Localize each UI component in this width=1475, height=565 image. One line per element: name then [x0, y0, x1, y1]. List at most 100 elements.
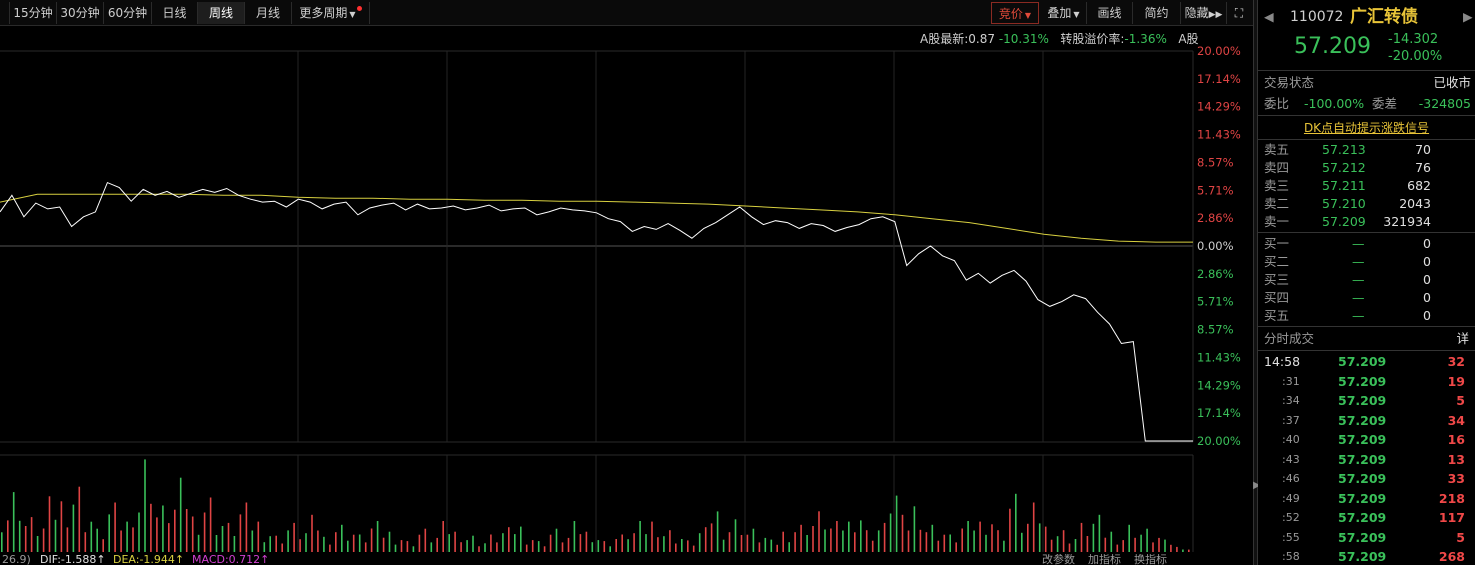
price-change: -14.302 — [1388, 32, 1439, 47]
intraday-chart[interactable]: 20.00% 17.14% 14.29% 11.43% 8.57% 5.71% 2.86% 0… — [0, 0, 1253, 565]
volume-bar — [311, 514, 313, 552]
volume-bar — [579, 534, 582, 552]
average-price-line — [0, 193, 1193, 243]
volume-bar — [913, 506, 916, 552]
volume-bar — [1134, 537, 1136, 552]
panel-splitter[interactable]: ▶ — [1253, 0, 1261, 565]
volume-bar — [854, 532, 856, 552]
trades-detail-button[interactable]: 详 — [1456, 331, 1469, 346]
volume-bar — [961, 528, 963, 552]
volume-bar — [865, 530, 868, 552]
trade-price: 57.209 — [1338, 490, 1387, 506]
volume-bar — [179, 477, 182, 552]
tab-more-periods[interactable]: 更多周期 ▼ — [292, 2, 370, 24]
y-label-up: 11.43% — [1197, 128, 1241, 142]
volume-bar — [621, 534, 623, 552]
tab-weekly[interactable]: 周线 — [198, 2, 245, 24]
expand-icon[interactable]: ⛶ — [1234, 6, 1244, 20]
volume-bar — [871, 540, 874, 552]
volume-bar — [215, 535, 218, 552]
trade-price: 57.209 — [1338, 549, 1387, 564]
ask-row-price: 57.210 — [1322, 196, 1366, 211]
volume-bar — [156, 517, 158, 552]
bid-row-label: 买三 — [1264, 272, 1290, 287]
bid-row-price: — — [1352, 272, 1365, 287]
volume-bar — [955, 542, 957, 552]
volume-bar — [370, 528, 373, 552]
volume-bar — [716, 511, 719, 552]
macd-value: MACD:0.712↑ — [192, 554, 270, 565]
volume-bar — [90, 521, 93, 552]
switch-indicator-link[interactable]: 换指标 — [1134, 554, 1167, 565]
volume-bar — [287, 530, 289, 552]
volume-bar — [174, 509, 176, 552]
prev-stock-icon[interactable]: ◀ — [1264, 9, 1274, 24]
volume-bar — [508, 527, 510, 552]
tab-daily[interactable]: 日线 — [152, 2, 198, 24]
status-label: 交易状态 — [1264, 75, 1315, 90]
bid-row: 买四 — 0 — [1258, 289, 1475, 307]
volume-bar — [1158, 537, 1160, 552]
volume-bar — [54, 519, 57, 552]
volume-bar — [335, 532, 337, 552]
volume-bar — [412, 546, 415, 552]
volume-bar — [1015, 493, 1017, 552]
ask-row-price: 57.211 — [1322, 178, 1366, 193]
order-ratio-row: 委比 -100.00% 委差 -324805 — [1258, 95, 1475, 113]
draw-line-button[interactable]: 画线 — [1087, 2, 1133, 24]
collapse-arrow-icon: ▶ — [1253, 480, 1261, 491]
volume-bar — [317, 530, 319, 552]
volume-bar — [1140, 534, 1142, 552]
trade-volume: 117 — [1438, 510, 1465, 525]
add-indicator-link[interactable]: 加指标 — [1088, 554, 1121, 565]
bid-row: 买五 — 0 — [1258, 307, 1475, 325]
auction-button[interactable]: 竞价 ▼ — [991, 2, 1039, 24]
volume-bar — [209, 497, 212, 552]
a-share-label: A股最新: — [920, 32, 969, 46]
volume-bar — [347, 540, 349, 552]
trade-time: :55 — [1282, 530, 1300, 544]
volume-bar — [144, 459, 146, 552]
volume-bar — [478, 546, 480, 552]
volume-bar — [788, 542, 790, 552]
next-stock-icon[interactable]: ▶ — [1463, 9, 1473, 24]
divider — [1258, 326, 1475, 327]
ask-row: 卖一 57.209 321934 — [1258, 213, 1475, 231]
volume-bar — [323, 536, 325, 552]
trade-volume: 19 — [1447, 373, 1465, 389]
bid-row-label: 买二 — [1264, 254, 1290, 269]
trade-time: :58 — [1282, 550, 1300, 563]
tab-left-edge[interactable] — [0, 2, 10, 24]
dk-signal-link[interactable]: DK点自动提示涨跌信号 — [1303, 121, 1430, 135]
change-params-link[interactable]: 改参数 — [1042, 554, 1075, 565]
volume-bar — [520, 526, 522, 552]
volume-bar — [597, 540, 600, 552]
trade-volume: 32 — [1447, 354, 1465, 369]
tab-monthly[interactable]: 月线 — [245, 2, 292, 24]
volume-bar — [800, 524, 802, 552]
volume-bar — [925, 532, 928, 552]
tab-30min[interactable]: 30分钟 — [57, 2, 104, 24]
volume-bar — [698, 533, 701, 552]
overlay-button[interactable]: 叠加 ▼ — [1041, 2, 1087, 24]
volume-bar — [1128, 524, 1130, 552]
tab-60min[interactable]: 60分钟 — [104, 2, 152, 24]
simple-button[interactable]: 简约 — [1133, 2, 1181, 24]
volume-bar — [669, 530, 671, 552]
volume-bar — [1038, 523, 1041, 552]
period-toolbar: 15分钟 30分钟 60分钟 日线 周线 月线 更多周期 ▼ 竞价 ▼ 叠加 ▼ 画线… — [0, 0, 1253, 26]
volume-bar — [66, 527, 69, 552]
volume-bar — [1152, 542, 1154, 552]
volume-bar — [830, 528, 832, 552]
volume-bar — [687, 540, 689, 552]
trade-price: 57.209 — [1338, 432, 1387, 447]
volume-bar — [24, 526, 27, 552]
hide-button[interactable]: 隐藏▶▶ — [1181, 2, 1227, 24]
divider — [1258, 70, 1475, 71]
volume-bar — [394, 544, 397, 552]
bid-row-label: 买一 — [1264, 236, 1290, 251]
volume-bar — [168, 523, 170, 552]
tab-15min[interactable]: 15分钟 — [10, 2, 57, 24]
volume-bar — [1104, 537, 1107, 552]
divider — [1258, 115, 1475, 116]
